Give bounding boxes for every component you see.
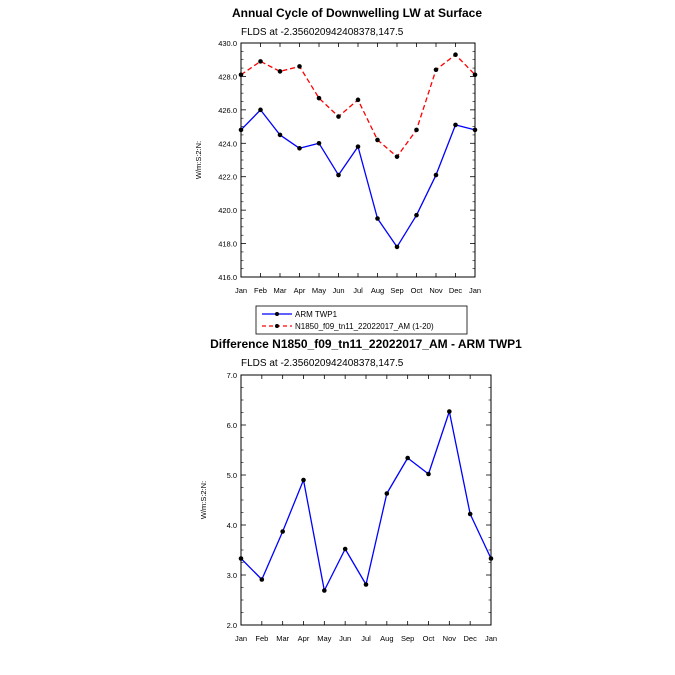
chart2-series-1-point [280,529,285,534]
chart1-series-2-point [453,52,458,57]
chart1-plot-frame [240,42,476,278]
chart1-series-1-point [394,244,400,250]
chart2-xtick-label: Jan [485,634,497,643]
chart1-series-2-point [394,154,400,159]
chart1-series-1-point [433,172,439,178]
chart2-ytick-label: 3.0 [227,571,237,580]
chart1-series-1-point [355,144,361,149]
chart1-xtick-label: Dec [449,286,463,295]
chart2-series-1-point [322,588,327,593]
chart1-title: Annual Cycle of Downwelling LW at Surfac… [232,6,482,20]
chart2-ylabel: W/m:S:2:N: [199,481,208,519]
legend-swatch-marker-model [275,324,279,328]
chart1-xtick-label: Jul [353,286,363,295]
chart2-plot-frame [240,374,492,626]
chart1-ytick-label: 424.0 [218,139,237,148]
chart2-subtitle: FLDS at -2.356020942408378,147.5 [241,358,404,369]
chart1-ytick-label: 420.0 [218,206,237,215]
chart2-xtick-label: Jul [361,634,371,643]
chart1-series-1-point [277,132,283,138]
chart1-xtick-label: Jan [469,286,481,295]
chart2-series-line-1 [240,410,492,592]
chart1-xtick-label: Jan [235,286,247,295]
chart1-subtitle: FLDS at -2.356020942408378,147.5 [241,27,404,38]
chart2-series-1-point [301,477,306,483]
chart2-title: Difference N1850_f09_tn11_22022017_AM - … [210,337,522,351]
chart1-ytick-label: 430.0 [218,39,237,48]
chart2-xtick-label: Sep [401,634,414,643]
chart1-series-2-point [316,95,322,101]
chart1-series-2-point [336,114,341,119]
chart1-series-1-point [375,216,380,221]
chart1-series-1-point [336,172,341,178]
legend-box [255,305,468,335]
chart2-xtick-label: Apr [298,634,310,643]
chart1-series-2-point [472,72,478,78]
chart2-ytick-label: 2.0 [227,621,237,630]
chart1-ytick-label: 428.0 [218,72,237,81]
chart1-series-1-point [316,140,322,146]
chart2-series-1-point [238,556,244,561]
chart1-series-1-point [258,107,263,113]
chart1-ylabel: W/m:S:2:N: [194,141,203,179]
chart2-xtick-label: Oct [423,634,436,643]
chart2-series-1-point [405,455,410,461]
chart2-ytick-label: 7.0 [227,371,237,380]
chart1-series-2-point [414,127,419,133]
chart2-series-1-point [342,546,348,552]
legend-label-arm: ARM TWP1 [295,310,338,319]
chart1-xtick-label: Nov [429,286,443,295]
chart2-xtick-label: May [317,634,331,643]
chart2-series-1-point [363,582,369,587]
chart1-xtick-label: Aug [371,286,384,295]
chart1-ytick-label: 416.0 [218,273,237,282]
legend-swatch-marker-arm [275,312,279,316]
chart1-series-2-point [258,59,263,64]
chart2-xtick-label: Jun [339,634,351,643]
chart2-series-1-point [447,409,452,414]
chart1-ytick-label: 426.0 [218,106,237,115]
chart2-xtick-label: Jan [235,634,247,643]
chart1-series-1-point [472,127,478,133]
chart2-series-1-point [426,471,431,477]
chart1-xtick-label: Mar [274,286,287,295]
chart2-xtick-label: Dec [463,634,477,643]
chart2-xtick-label: Aug [380,634,393,643]
chart2-ytick-label: 5.0 [227,471,237,480]
legend-label-model: N1850_f09_tn11_22022017_AM (1-20) [295,322,434,331]
chart2-xtick-label: Nov [443,634,457,643]
chart1-xtick-label: Sep [390,286,403,295]
chart2-series-1-point [259,577,265,582]
chart2-series-1-point [384,491,390,496]
chart1-series-2-point [355,97,361,103]
chart1-xtick-label: Feb [254,286,267,295]
chart1-xtick-label: May [312,286,326,295]
chart1-series-2-point [238,72,244,78]
chart2-ytick-label: 4.0 [227,521,237,530]
chart1-xtick-label: Oct [411,286,424,295]
chart1-legend: ARM TWP1 N1850_f09_tn11_22022017_AM (1-2… [255,305,468,335]
chart1-series-2-point [433,67,439,73]
chart1-ytick-label: 422.0 [218,173,237,182]
chart2-ytick-label: 6.0 [227,421,237,430]
chart2-xtick-label: Feb [255,634,268,643]
chart2-series-1-point [488,556,494,561]
chart1-series-2-point [297,64,302,69]
chart2-series-1-point [467,511,473,517]
chart1-xtick-label: Apr [294,286,306,295]
chart1-series-line-2 [240,54,476,158]
chart1-series-1-point [414,212,419,218]
chart1-ytick-label: 418.0 [218,240,237,249]
chart1-series-line-1 [240,109,476,248]
chart1-series-1-point [238,127,244,133]
chart1-series-1-point [453,122,458,128]
chart1-series-1-point [297,146,302,151]
chart1-series-2-point [375,137,380,143]
chart1-xtick-label: Jun [332,286,344,295]
chart2-xtick-label: Mar [276,634,289,643]
chart1-series-2-point [277,69,283,74]
